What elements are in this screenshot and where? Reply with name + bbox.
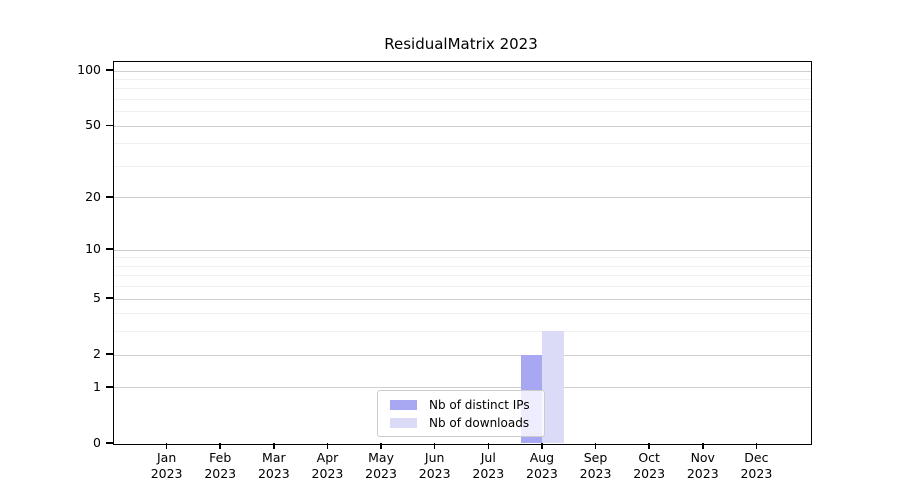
gridline-minor-70 bbox=[113, 99, 811, 101]
x-tick-label-dec: Dec 2023 bbox=[740, 450, 773, 481]
gridline-minor-60 bbox=[113, 111, 811, 113]
gridline-major-100 bbox=[113, 70, 811, 72]
y-tick-label-2: 2 bbox=[93, 346, 101, 362]
y-tick-label-50: 50 bbox=[85, 117, 101, 133]
x-tick-nov bbox=[702, 443, 704, 449]
x-tick-label-aug: Aug 2023 bbox=[526, 450, 558, 481]
gridline-minor-9 bbox=[113, 257, 811, 259]
x-tick-apr bbox=[326, 443, 329, 449]
x-tick-label-feb: Feb 2023 bbox=[204, 450, 237, 481]
legend-swatch-downloads-icon bbox=[390, 418, 417, 428]
x-tick-feb bbox=[219, 443, 221, 449]
x-tick-may bbox=[380, 443, 382, 449]
legend: Nb of distinct IPs Nb of downloads bbox=[377, 390, 545, 437]
x-tick-label-may: May 2023 bbox=[365, 450, 397, 481]
x-tick-label-oct: Oct 2023 bbox=[633, 450, 666, 481]
gridline-minor-7 bbox=[113, 275, 811, 277]
x-tick-aug bbox=[541, 443, 543, 449]
gridline-minor-90 bbox=[113, 78, 811, 80]
gridline-minor-30 bbox=[113, 166, 811, 167]
gridline-major-20 bbox=[113, 197, 811, 199]
y-tick-50 bbox=[105, 124, 113, 127]
gridline-major-5 bbox=[113, 298, 811, 300]
y-tick-label-10: 10 bbox=[85, 241, 101, 257]
y-tick-2 bbox=[105, 353, 113, 355]
gridline-major-1 bbox=[113, 387, 811, 389]
gridline-major-10 bbox=[113, 249, 811, 251]
x-tick-label-jun: Jun 2023 bbox=[418, 450, 451, 481]
x-tick-label-jan: Jan 2023 bbox=[150, 450, 183, 481]
x-tick-oct bbox=[648, 443, 650, 449]
legend-label-downloads: Nb of downloads bbox=[429, 416, 530, 430]
y-tick-0 bbox=[105, 442, 113, 444]
y-tick-label-100: 100 bbox=[77, 62, 101, 78]
gridline-minor-4 bbox=[113, 313, 811, 315]
y-tick-label-5: 5 bbox=[93, 290, 101, 306]
x-tick-jul bbox=[487, 443, 490, 449]
x-tick-label-apr: Apr 2023 bbox=[311, 450, 344, 481]
gridline-minor-8 bbox=[113, 265, 811, 267]
y-tick-20 bbox=[105, 196, 113, 198]
y-tick-1 bbox=[105, 386, 113, 388]
bar-aug-downloads bbox=[542, 331, 564, 444]
x-tick-dec bbox=[755, 443, 758, 449]
y-tick-10 bbox=[105, 248, 113, 250]
gridline-major-2 bbox=[113, 354, 811, 356]
gridline-minor-3 bbox=[113, 331, 811, 333]
x-tick-label-jul: Jul 2023 bbox=[472, 450, 505, 481]
plot-area bbox=[112, 60, 812, 445]
x-tick-jun bbox=[433, 443, 436, 449]
y-tick-100 bbox=[105, 69, 113, 71]
x-tick-sep bbox=[594, 443, 597, 449]
y-tick-label-0: 0 bbox=[93, 435, 101, 450]
legend-swatch-distinct-ips-icon bbox=[390, 400, 417, 410]
y-tick-label-1: 1 bbox=[93, 378, 101, 394]
legend-item-distinct-ips: Nb of distinct IPs bbox=[390, 396, 536, 414]
x-tick-label-mar: Mar 2023 bbox=[257, 450, 290, 481]
x-tick-label-nov: Nov 2023 bbox=[686, 450, 719, 481]
legend-label-distinct-ips: Nb of distinct IPs bbox=[429, 398, 530, 412]
y-tick-label-20: 20 bbox=[85, 188, 101, 204]
legend-item-downloads: Nb of downloads bbox=[390, 414, 536, 432]
gridline-major-50 bbox=[113, 125, 811, 127]
gridline-minor-40 bbox=[113, 143, 811, 145]
x-tick-jan bbox=[165, 443, 168, 449]
chart-title: ResidualMatrix 2023 bbox=[384, 35, 538, 53]
x-tick-label-sep: Sep 2023 bbox=[579, 450, 612, 481]
y-tick-5 bbox=[105, 297, 113, 299]
x-tick-mar bbox=[273, 443, 275, 449]
gridline-minor-80 bbox=[113, 88, 811, 90]
gridline-minor-6 bbox=[113, 286, 811, 288]
